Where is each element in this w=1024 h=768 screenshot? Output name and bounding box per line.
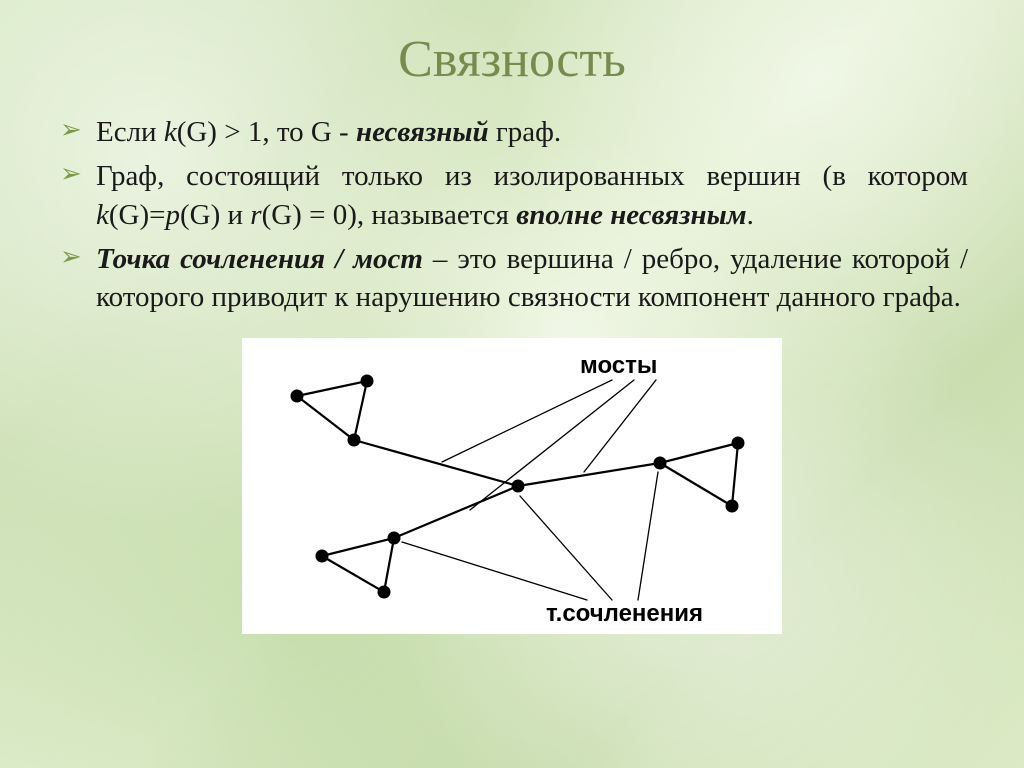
text: (G)=	[109, 199, 166, 231]
text: (G) > 1, то G -	[177, 116, 356, 148]
text-italic: k	[164, 116, 177, 148]
bullet-2: Граф, состоящий только из изолированных …	[56, 157, 968, 234]
text: .	[747, 199, 754, 231]
figure-container: мосты т.сочленения	[56, 338, 968, 634]
text-italic: k	[96, 199, 109, 231]
graph-figure: мосты т.сочленения	[242, 338, 782, 634]
text: Граф, состоящий только из изолированных …	[96, 160, 968, 192]
graph-svg	[242, 338, 782, 634]
text: (G) и	[180, 199, 250, 231]
label-tsoch: т.сочленения	[546, 600, 703, 628]
label-mosty: мосты	[580, 352, 657, 380]
bullet-3: Точка сочленения / мост – это вершина / …	[56, 240, 968, 317]
slide-title: Связность	[56, 30, 968, 89]
term: несвязный	[356, 116, 489, 148]
bullet-list: Если k(G) > 1, то G - несвязный граф. Гр…	[56, 113, 968, 316]
term: вполне несвязным	[516, 199, 746, 231]
text: Если	[96, 116, 164, 148]
text: (G) = 0), называется	[262, 199, 517, 231]
slide: Связность Если k(G) > 1, то G - несвязны…	[0, 0, 1024, 768]
text-italic: p	[166, 199, 181, 231]
term: Точка сочленения / мост	[96, 243, 423, 275]
text-italic: r	[250, 199, 261, 231]
bullet-1: Если k(G) > 1, то G - несвязный граф.	[56, 113, 968, 151]
text: граф.	[489, 116, 562, 148]
